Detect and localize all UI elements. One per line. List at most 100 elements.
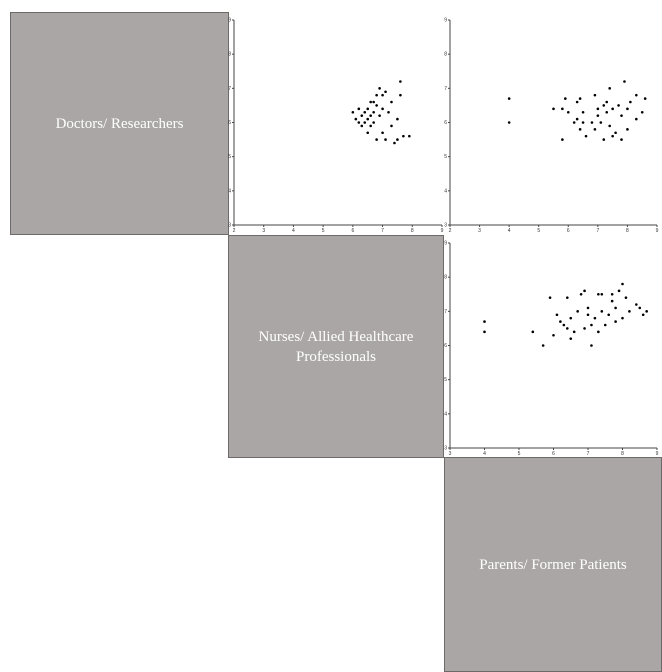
- scatter-point: [402, 134, 405, 138]
- scatter-point: [611, 134, 614, 138]
- scatter-point: [617, 104, 620, 107]
- x-tick-label: 6: [567, 228, 570, 234]
- scatter-point: [572, 121, 576, 124]
- scatter-point: [584, 134, 588, 138]
- scatter-point: [608, 124, 611, 128]
- scatter-point: [581, 121, 585, 124]
- y-tick-label: 9: [444, 18, 447, 24]
- x-tick-label: 8: [621, 451, 624, 457]
- scatter-point: [541, 344, 545, 347]
- scatter-point: [628, 310, 631, 313]
- scatter-point: [393, 141, 396, 145]
- x-tick-label: 8: [411, 228, 414, 234]
- x-tick-label: 3: [449, 451, 452, 457]
- scatter-point: [369, 124, 372, 128]
- scatter-point: [369, 100, 372, 104]
- scatter-point: [384, 138, 387, 141]
- scatter-point: [597, 292, 600, 296]
- y-tick-label: 3: [444, 223, 447, 229]
- scatter-point: [399, 80, 402, 83]
- scatter-point: [507, 121, 511, 124]
- scatter-point: [566, 110, 570, 114]
- scatter-point: [597, 330, 600, 334]
- scatter-point: [590, 323, 593, 327]
- diagonal-label-doctors: Doctors/ Researchers: [10, 12, 229, 235]
- scatter-point: [590, 344, 593, 347]
- scatter-point: [593, 93, 597, 97]
- scatter-point: [387, 110, 390, 114]
- scatter-point: [390, 124, 393, 128]
- scatter-point: [390, 100, 393, 104]
- scatter-point: [620, 114, 623, 117]
- scatter-point: [559, 320, 562, 323]
- scatter-point: [483, 330, 486, 334]
- scatter-point: [608, 87, 611, 90]
- scatter-point: [562, 323, 566, 327]
- group-label-parents: Parents/ Former Patients: [479, 556, 627, 573]
- scatter-point: [617, 289, 621, 293]
- y-tick-label: 8: [444, 275, 447, 281]
- scatter-point: [572, 330, 576, 334]
- scatter-point: [593, 316, 597, 320]
- scatter-point: [381, 93, 384, 97]
- scatter-point: [578, 128, 582, 131]
- scatter-point: [569, 316, 573, 320]
- scatter-point: [351, 110, 355, 114]
- scatter-point: [610, 292, 614, 296]
- scatter-point: [354, 117, 358, 121]
- scatter-point: [611, 107, 614, 111]
- y-tick-label: 4: [444, 411, 447, 417]
- scatter-point: [590, 121, 594, 124]
- scatter-point: [576, 310, 579, 313]
- scatter-point: [600, 310, 604, 313]
- x-tick-label: 7: [381, 228, 384, 234]
- scatter-point: [366, 131, 370, 135]
- scatter-point: [593, 128, 597, 131]
- scatter-point: [581, 110, 585, 114]
- x-tick-label: 3: [478, 228, 481, 234]
- x-tick-label: 9: [441, 228, 444, 234]
- scatter-point: [575, 117, 579, 121]
- scatter-point: [569, 337, 573, 340]
- scatter-point: [375, 93, 378, 97]
- scatter-point: [603, 323, 607, 327]
- scatter-point: [357, 107, 361, 111]
- x-tick-label: 7: [596, 228, 599, 234]
- y-tick-label: 7: [228, 86, 231, 92]
- scatter-point: [605, 100, 609, 104]
- scatter-point: [384, 90, 387, 94]
- y-tick-label: 3: [228, 223, 231, 229]
- scatter-point: [369, 114, 372, 117]
- scatter-point: [561, 138, 564, 141]
- y-tick-label: 6: [444, 343, 447, 349]
- scatter-point: [621, 282, 624, 286]
- scatter-point: [586, 306, 590, 310]
- scatter-point: [635, 303, 638, 306]
- scatter-point: [378, 114, 381, 117]
- scatter-point: [531, 330, 535, 334]
- y-tick-label: 4: [444, 188, 447, 194]
- scatter-point: [375, 104, 378, 107]
- scatter-point: [621, 316, 624, 320]
- y-tick-label: 5: [444, 154, 447, 160]
- x-tick-label: 5: [518, 451, 521, 457]
- scatter-point: [366, 107, 370, 111]
- diagonal-label-parents: Parents/ Former Patients: [444, 457, 662, 672]
- scatter-point: [372, 110, 375, 114]
- scatter-point: [381, 131, 384, 135]
- x-tick-label: 2: [449, 228, 452, 234]
- scatter-point: [578, 97, 582, 100]
- scatter-point: [586, 313, 590, 317]
- scatter-point: [620, 138, 623, 141]
- x-tick-label: 5: [322, 228, 325, 234]
- scatter-point: [564, 97, 567, 100]
- scatter-point: [640, 110, 644, 114]
- scatter-point: [596, 114, 600, 117]
- y-tick-label: 9: [444, 241, 447, 247]
- x-tick-label: 7: [587, 451, 590, 457]
- scatter-point: [583, 289, 586, 293]
- scatter-point: [643, 97, 647, 100]
- x-tick-label: 5: [537, 228, 540, 234]
- y-tick-label: 6: [228, 120, 231, 126]
